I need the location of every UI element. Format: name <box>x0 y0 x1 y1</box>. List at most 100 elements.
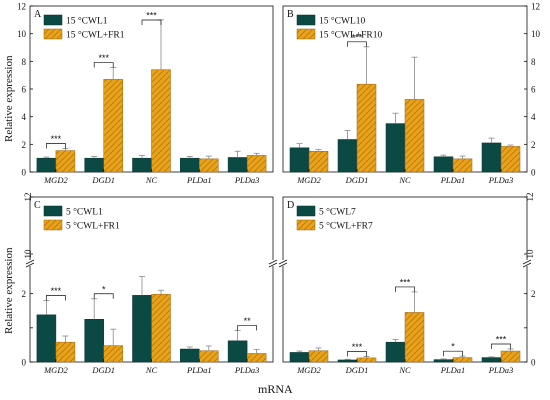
panel-b-bar-fr <box>356 83 377 173</box>
panel-c-sig-label: * <box>102 284 106 294</box>
panel-a-category-label: PLDa3 <box>234 175 260 185</box>
panel-b-category-label: MGD2 <box>296 175 321 185</box>
panel-b-bar-fr <box>500 146 521 173</box>
panel-a-ytick-label: 0 <box>22 168 27 178</box>
panel-d-break-mark <box>522 259 532 268</box>
panel-c-bar-fr <box>199 350 219 363</box>
panel-a-sig-label: *** <box>146 11 157 21</box>
panel-a-legend-swatch <box>43 14 63 26</box>
panel-a-sig-bracket <box>93 62 114 68</box>
panel-d-ytick-label: 12 <box>525 193 535 202</box>
panel-a-legend-label: 15 °CWL1 <box>66 16 108 27</box>
panel-b-category-label: NC <box>398 175 411 185</box>
panel-b-legend-label: 15 °CWL10 <box>319 16 366 27</box>
panel-a-category-label: DGD1 <box>91 175 115 185</box>
panel-b-category-label: PLDa1 <box>440 175 466 185</box>
panel-b-ytick-label: 2 <box>531 140 536 150</box>
panel-d-legend-label: 5 °CWL7 <box>319 207 356 218</box>
panel-c-bar-ctrl <box>132 295 152 363</box>
panel-a-bar-fr <box>103 79 123 173</box>
panel-a-sig-label: *** <box>51 134 62 144</box>
panel-a-ytick-label: 6 <box>22 85 27 95</box>
panel-a-category-label: NC <box>145 175 158 185</box>
panel-d-category-label: PLDa3 <box>488 365 514 375</box>
panel-a-bar-fr <box>55 150 76 173</box>
panel-d-ytick-label: 0 <box>531 358 536 368</box>
panel-a-bar-ctrl <box>227 157 248 173</box>
panel-b-bar-fr <box>452 158 473 173</box>
panel-b-bar-fr <box>308 151 329 173</box>
panel-c-break-mark <box>268 259 278 268</box>
panel-d-sig-bracket <box>395 286 415 292</box>
panel-c-legend-swatch <box>43 219 63 231</box>
panel-a-sig-bracket <box>141 19 162 25</box>
panel-b-ytick-label: 10 <box>531 29 541 39</box>
panel-a-letter: A <box>34 9 42 20</box>
panel-d-bar-fr <box>404 312 425 363</box>
panel-d-bar-ctrl <box>337 359 358 363</box>
panel-d-bar-ctrl <box>289 352 310 363</box>
panel-b-ytick-label: 4 <box>531 112 536 122</box>
panel-a-legend-label: 15 °CWL+FR1 <box>66 30 125 41</box>
panel-d-sig-label: *** <box>400 277 411 287</box>
panel-d-bar-fr <box>500 350 521 363</box>
panel-c-bar-fr <box>103 345 123 363</box>
panel-a-bar-fr <box>246 155 267 173</box>
panel-d-legend-label: 5 °CWL+FR7 <box>319 221 373 232</box>
panel-c-break-mark <box>25 259 35 268</box>
panel-c-sig-bracket <box>237 325 257 331</box>
panel-b-bar-ctrl <box>289 147 310 173</box>
panel-a-ytick-label: 2 <box>22 140 27 150</box>
panel-b-bar-ctrl <box>433 156 454 173</box>
panel-d-ytick-label: 2 <box>531 289 536 299</box>
panel-c-sig-label: *** <box>51 286 62 296</box>
panel-d-sig-bracket <box>443 350 463 357</box>
panel-a-ytick-label: 8 <box>22 57 27 67</box>
x-axis-title: mRNA <box>258 382 293 396</box>
panel-d-bar-fr <box>452 357 473 363</box>
panel-c-ytick-label: 2 <box>22 289 27 299</box>
panel-c-break-gap <box>269 260 277 266</box>
panel-a-bar-fr <box>199 158 219 173</box>
panel-a-sig-bracket <box>46 143 66 149</box>
panel-d-bar-fr <box>308 350 329 363</box>
panel-c-bar-fr <box>246 353 267 363</box>
panel-b-legend-swatch <box>296 28 316 40</box>
panel-a-legend-swatch <box>43 28 63 40</box>
panel-d-sig-bracket <box>347 351 367 357</box>
panel-d-letter: D <box>287 200 294 211</box>
panel-c-bar-ctrl <box>227 340 248 363</box>
panel-d-sig-label: * <box>451 342 455 352</box>
panel-d-sig-label: *** <box>352 342 363 352</box>
panel-d-bar-ctrl <box>433 359 454 363</box>
panel-a-bar-ctrl <box>180 157 200 173</box>
panel-d-sig-label: *** <box>496 335 507 345</box>
panel-c-break-gap <box>26 260 34 266</box>
panel-d-break-gap <box>523 260 531 266</box>
panel-b-ytick-label: 12 <box>531 2 540 12</box>
panel-b-bar-ctrl <box>385 123 406 173</box>
panel-a-ytick-label: 4 <box>22 112 27 122</box>
panel-a-ytick-label: 10 <box>17 29 27 39</box>
panel-a-bar-ctrl <box>132 157 152 173</box>
panel-d-category-label: PLDa1 <box>440 365 466 375</box>
panel-a-bar-fr <box>151 69 171 173</box>
panel-c-category-label: MGD2 <box>43 365 68 375</box>
y-axis-title-top: Relative expression <box>3 55 15 142</box>
panel-c-bar-ctrl <box>36 314 57 363</box>
panel-b-category-label: DGD1 <box>345 175 369 185</box>
panel-d-bar-ctrl <box>385 341 406 363</box>
panel-d-break-gap <box>279 260 287 266</box>
panel-b-bar-ctrl <box>481 142 502 173</box>
panel-d-category-label: DGD1 <box>345 365 369 375</box>
panel-c-bar-fr <box>151 294 171 363</box>
panel-d-bar-fr <box>356 357 377 363</box>
panel-c-sig-bracket <box>46 295 66 301</box>
panel-d-category-label: MGD2 <box>296 365 321 375</box>
panel-b-bar-fr <box>404 99 425 173</box>
panel-c-legend-label: 5 °CWL1 <box>66 207 103 218</box>
panel-c-sig-label: ** <box>244 316 252 326</box>
